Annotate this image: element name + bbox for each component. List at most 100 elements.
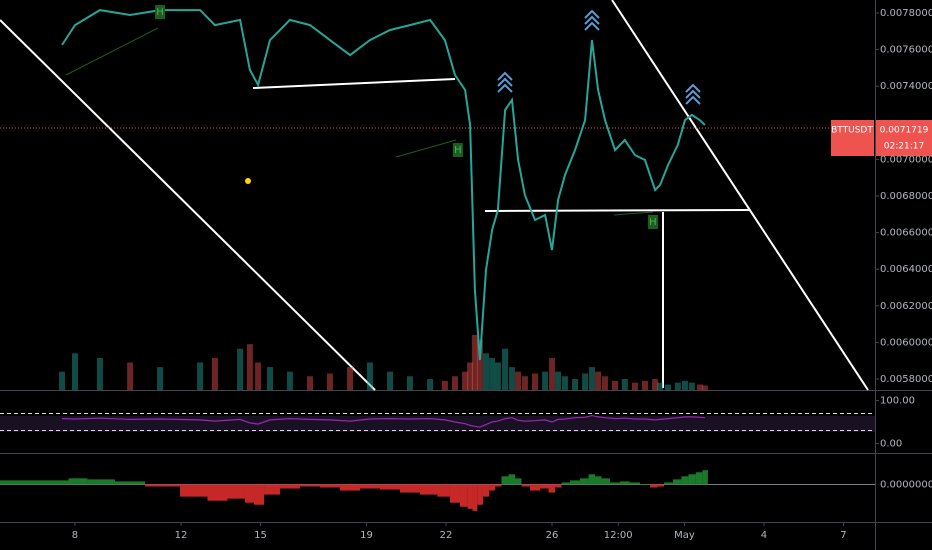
y-tick-label: 0.0062000 <box>880 301 932 312</box>
volume-bar <box>688 382 695 390</box>
volume-bar <box>127 362 134 390</box>
volume-bar <box>621 379 628 390</box>
oscillator-bar <box>379 484 401 490</box>
volume-bar <box>561 376 568 390</box>
volume-bar <box>555 371 562 390</box>
volume-bar <box>197 362 204 390</box>
oscillator-bar <box>495 484 502 487</box>
oscillator-bar <box>610 482 620 485</box>
volume-bar <box>521 376 528 390</box>
x-tick-label: May <box>674 530 695 541</box>
volume-bar <box>462 371 469 390</box>
y-tick-label: 0.0078000 <box>880 8 932 19</box>
oscillator-bar <box>569 480 581 485</box>
x-tick-label: 8 <box>72 530 78 541</box>
volume-bar <box>601 376 608 390</box>
oscillator-bar <box>68 478 88 485</box>
oscillator-bar <box>595 476 602 485</box>
volume-bar <box>696 384 703 390</box>
oscillator-bar <box>664 482 673 485</box>
volume-bar <box>674 382 681 390</box>
volume-bar <box>471 335 478 390</box>
volume-bar <box>657 382 664 390</box>
volume-bar <box>588 367 595 390</box>
volume-bar <box>307 376 314 390</box>
volume-bar <box>582 373 589 390</box>
volume-bar <box>502 348 509 390</box>
oscillator-bar <box>319 484 340 488</box>
oscillator-bar <box>588 474 596 485</box>
volume-bar <box>406 376 413 390</box>
rsi-line <box>61 414 705 428</box>
x-tick-label: 12:00 <box>604 530 633 541</box>
oscillator-bar <box>555 484 562 488</box>
oscillator-bar <box>629 482 640 485</box>
volume-bar <box>682 380 689 390</box>
marker-box <box>452 143 463 158</box>
volume-bar <box>59 371 66 390</box>
marker-box <box>647 214 658 229</box>
volume-bar <box>467 362 474 390</box>
oscillator-bar <box>482 484 490 497</box>
x-tick-label: 7 <box>840 530 846 541</box>
x-tick-label: 12 <box>175 530 188 541</box>
volume-bar <box>237 348 244 390</box>
y-tick-label: 0.0076000 <box>880 45 932 56</box>
volume-bar <box>157 367 164 390</box>
rsi-band-fill <box>0 416 875 432</box>
volume-bar <box>71 353 78 390</box>
oscillator-bar <box>681 476 689 485</box>
volume-bar <box>652 379 659 390</box>
oscillator-bar <box>702 470 708 485</box>
volume-bar <box>612 380 619 390</box>
volume-bar <box>246 344 253 390</box>
oscillator-bar <box>264 484 280 495</box>
volume-bar <box>366 362 373 390</box>
y-tick-label: 0.0074000 <box>880 81 932 92</box>
oscillator-bar <box>688 474 696 485</box>
volume-bar <box>542 371 549 390</box>
oscillator-bar <box>227 484 245 499</box>
oscillator-bar <box>244 484 254 503</box>
oscillator-bar <box>580 478 589 485</box>
volume-bar <box>631 382 638 390</box>
oscillator-bar <box>695 472 703 485</box>
volume-bar <box>211 357 218 390</box>
volume-bar <box>441 380 448 390</box>
oscillator-bar <box>253 484 265 505</box>
oscillator-bar <box>0 480 69 485</box>
volume-bar <box>96 357 103 390</box>
volume-bar <box>482 353 489 390</box>
oscillator-bar <box>489 484 496 491</box>
y-tick-label: 0.0070000 <box>880 154 932 165</box>
volume-bar <box>572 379 579 390</box>
volume-bar <box>286 371 293 390</box>
last-price-label: 0.0071719 <box>880 126 929 136</box>
oscillator-bar <box>561 482 570 485</box>
price-badge <box>876 120 932 156</box>
volume-bar <box>665 384 672 390</box>
volume-bar <box>267 367 274 390</box>
y-tick-label: 0.0068000 <box>880 191 932 202</box>
volume-bar <box>508 367 515 390</box>
oscillator-bar <box>657 484 665 487</box>
rsi-tick-label: 0.00 <box>880 438 902 449</box>
oscillator-bar <box>437 484 450 497</box>
oscillator-bar <box>548 484 556 493</box>
oscillator-bar <box>477 484 483 505</box>
price-line <box>61 9 706 361</box>
oscillator-bar <box>515 478 522 485</box>
marker-label: H <box>156 7 164 18</box>
symbol-label: BTTUSDT <box>831 126 873 136</box>
oscillator-bar <box>279 484 300 489</box>
rsi-tick-label: 100.00 <box>880 396 915 407</box>
marker-box <box>155 5 166 20</box>
oscillator-bar <box>639 484 651 485</box>
oscillator-bar <box>145 484 181 487</box>
volume-bar <box>532 373 539 390</box>
volume-bar <box>489 357 496 390</box>
oscillator-bar <box>601 478 611 485</box>
volume-bar <box>255 362 262 390</box>
x-tick-label: 4 <box>761 530 767 541</box>
